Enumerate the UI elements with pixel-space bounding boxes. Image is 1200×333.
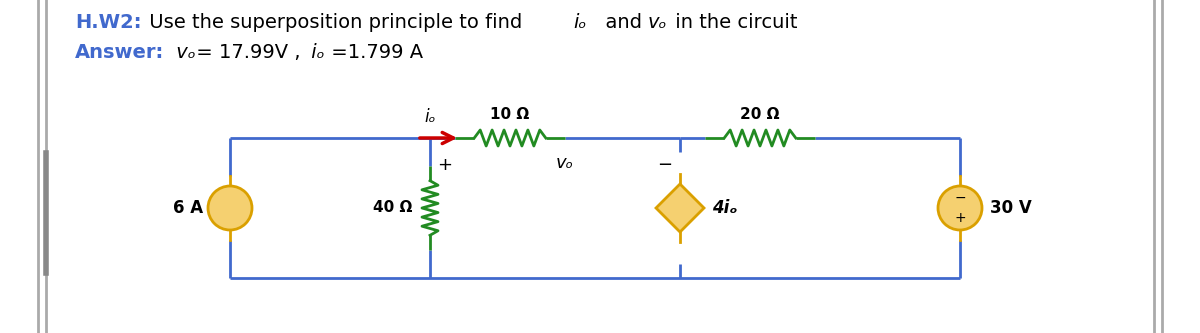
Text: Use the superposition principle to find: Use the superposition principle to find	[143, 13, 528, 32]
Text: 4iₒ: 4iₒ	[712, 199, 738, 217]
Text: vₒ: vₒ	[170, 43, 196, 62]
Polygon shape	[656, 184, 704, 232]
Text: iₒ: iₒ	[425, 108, 436, 126]
Text: −: −	[954, 191, 966, 205]
Circle shape	[938, 186, 982, 230]
Text: −: −	[658, 156, 672, 174]
Text: in the circuit: in the circuit	[670, 13, 798, 32]
Text: 10 Ω: 10 Ω	[491, 107, 529, 122]
Text: 30 V: 30 V	[990, 199, 1032, 217]
Text: +: +	[954, 211, 966, 225]
Text: vₒ: vₒ	[648, 13, 667, 32]
Text: 20 Ω: 20 Ω	[740, 107, 780, 122]
Text: and: and	[593, 13, 648, 32]
Text: iₒ: iₒ	[574, 13, 587, 32]
Text: iₒ: iₒ	[305, 43, 325, 62]
Text: Answer:: Answer:	[74, 43, 164, 62]
Text: =1.799 A: =1.799 A	[325, 43, 424, 62]
Text: vₒ: vₒ	[556, 154, 574, 172]
Text: 40 Ω: 40 Ω	[373, 200, 412, 215]
Text: 6 A: 6 A	[173, 199, 203, 217]
Text: = 17.99V ,: = 17.99V ,	[190, 43, 300, 62]
Circle shape	[208, 186, 252, 230]
Text: +: +	[438, 156, 452, 174]
Text: H.W2:: H.W2:	[74, 13, 142, 32]
